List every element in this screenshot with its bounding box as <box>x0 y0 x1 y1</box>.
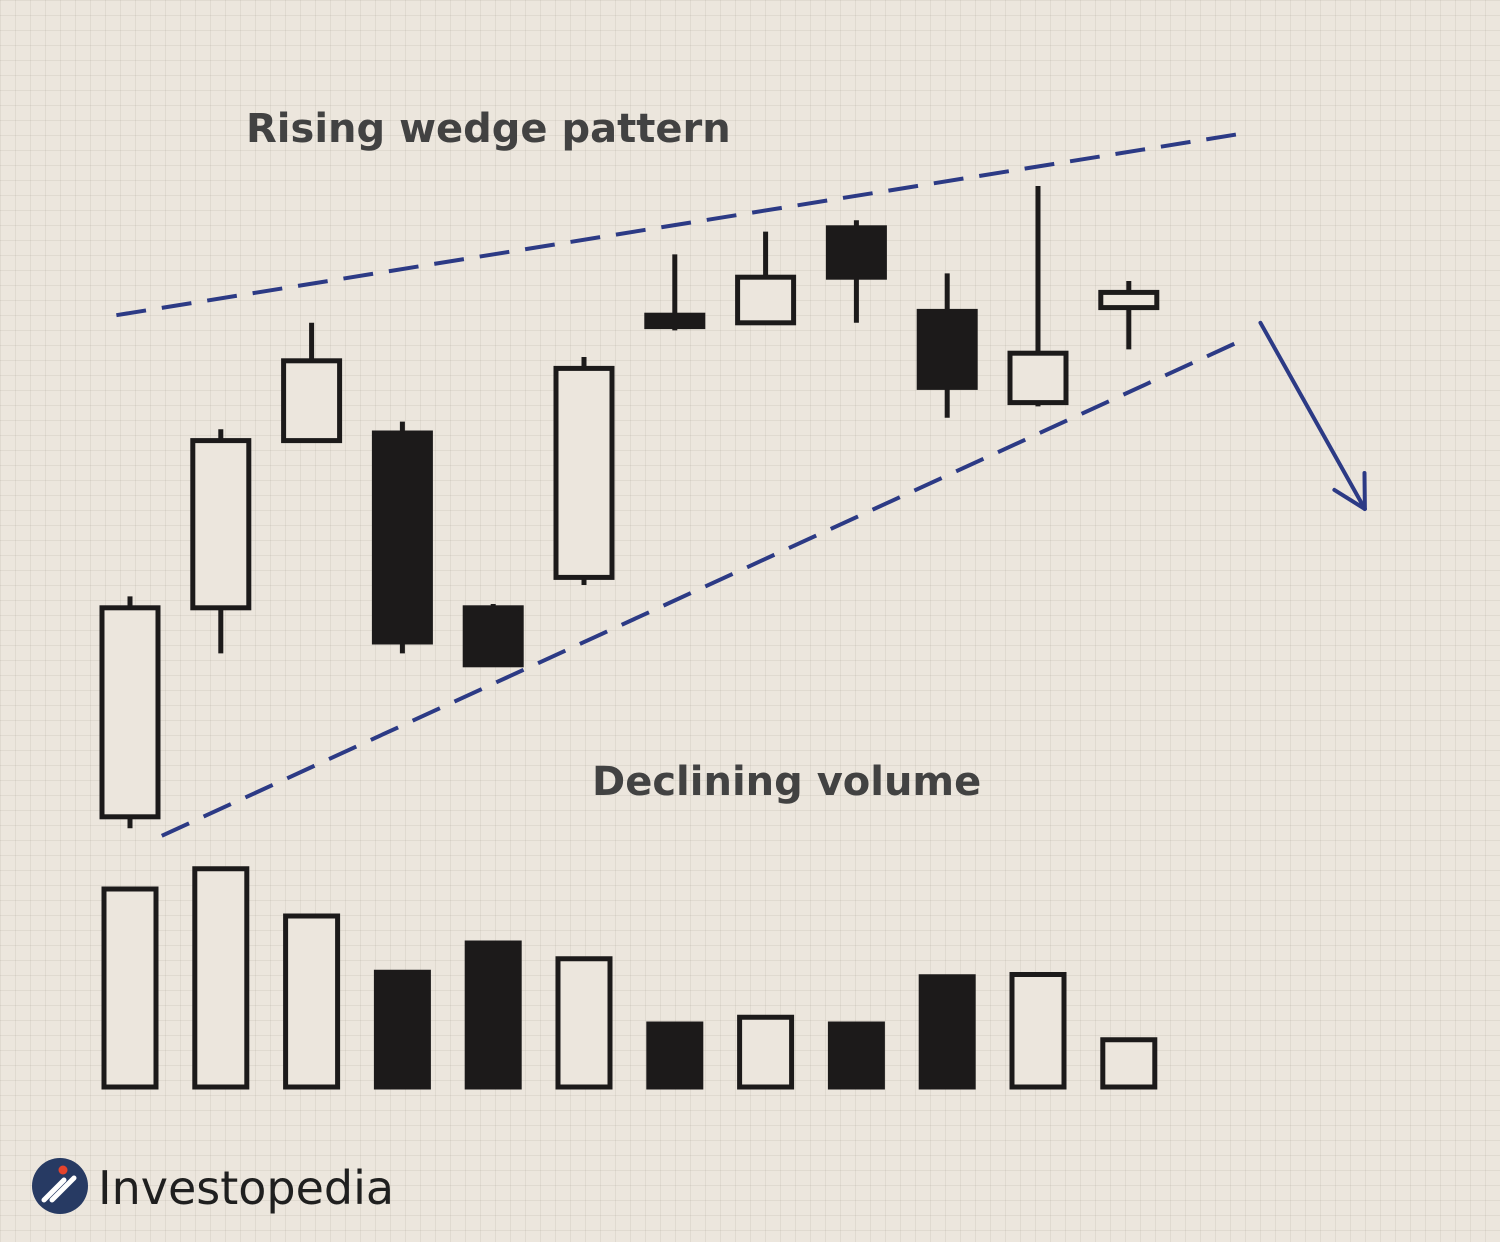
breakout-arrow-head <box>1332 471 1367 511</box>
volume-bar <box>283 913 341 1090</box>
candle-body <box>825 225 887 280</box>
trendline-upper <box>116 130 1248 318</box>
candle-body <box>190 438 252 611</box>
candle <box>644 254 706 331</box>
candle-body <box>1098 289 1160 311</box>
candle <box>553 357 615 585</box>
volume-bar <box>918 974 976 1090</box>
volume-bar <box>192 866 250 1090</box>
candle <box>735 231 797 326</box>
candle-body <box>99 605 161 820</box>
volume-bar <box>464 940 522 1090</box>
candle <box>281 322 343 444</box>
candle-body <box>553 365 615 580</box>
volume-bar <box>827 1021 885 1090</box>
candle <box>462 604 524 668</box>
investopedia-logo-icon <box>32 1158 88 1214</box>
candle <box>1098 281 1160 350</box>
volume-bar <box>737 1014 795 1090</box>
volume-bar <box>646 1021 704 1090</box>
candle-body <box>462 605 524 668</box>
volume-bars <box>101 866 1158 1090</box>
volume-bar <box>555 956 613 1090</box>
candle-body <box>916 308 978 390</box>
candle <box>99 596 161 829</box>
candle <box>916 273 978 418</box>
candle <box>190 429 252 654</box>
chart-title: Rising wedge pattern <box>246 106 731 152</box>
trendlines <box>116 130 1367 838</box>
candle-body <box>1007 350 1069 406</box>
candle-body <box>281 358 343 444</box>
candlesticks <box>99 186 1160 829</box>
candle <box>825 220 887 323</box>
candle <box>1007 186 1069 407</box>
candle <box>371 421 433 654</box>
breakout-arrow-shaft <box>1258 320 1367 511</box>
volume-bar <box>1009 972 1067 1090</box>
candle-body <box>644 312 706 330</box>
candle-body <box>735 274 797 326</box>
volume-bar <box>373 969 431 1090</box>
trendline-lower <box>160 336 1248 838</box>
volume-label: Declining volume <box>592 759 981 805</box>
investopedia-logo: Investopedia <box>32 1158 394 1215</box>
brand-name: Investopedia <box>98 1161 394 1215</box>
volume-bar <box>101 886 159 1090</box>
volume-bar <box>1100 1037 1158 1090</box>
candle-body <box>371 430 433 645</box>
